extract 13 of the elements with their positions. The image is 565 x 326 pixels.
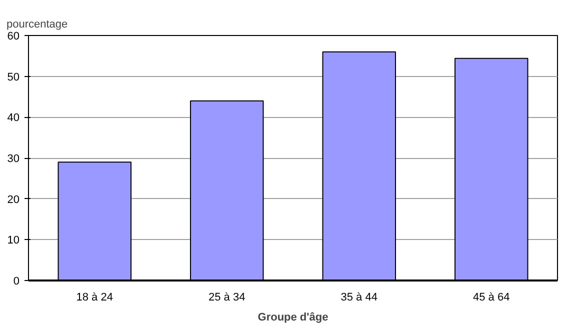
- x-tick-label: 25 à 34: [208, 292, 246, 304]
- y-tick-label: 40: [7, 112, 20, 124]
- x-axis-title: Groupe d'âge: [258, 312, 328, 324]
- x-tick-label: 45 à 64: [473, 292, 510, 304]
- y-tick-label: 10: [7, 234, 20, 247]
- y-axis-title: pourcentage: [6, 18, 68, 30]
- y-tick-label: 20: [7, 194, 20, 206]
- y-tick-label: 30: [7, 153, 20, 165]
- y-tick-label: 50: [7, 71, 20, 84]
- x-tick-label: 18 à 24: [76, 292, 113, 304]
- x-tick-label: 35 à 44: [340, 292, 378, 304]
- y-tick-label: 0: [13, 276, 20, 288]
- y-tick-label: 60: [7, 30, 20, 42]
